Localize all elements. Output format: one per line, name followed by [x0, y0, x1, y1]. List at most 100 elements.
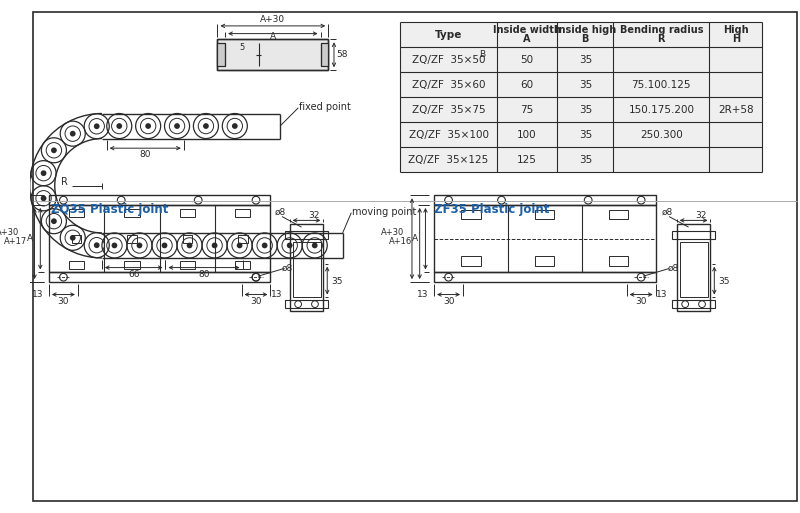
Bar — [434, 205, 655, 272]
Text: A: A — [270, 32, 276, 41]
Text: 75: 75 — [521, 105, 534, 115]
Bar — [49, 205, 270, 272]
Text: ZQ/ZF  35×60: ZQ/ZF 35×60 — [412, 80, 486, 90]
Text: 5: 5 — [239, 43, 245, 52]
Text: fixed point: fixed point — [299, 102, 351, 112]
Text: A+17: A+17 — [3, 237, 27, 246]
Circle shape — [51, 147, 57, 153]
Text: 13: 13 — [655, 290, 667, 299]
Text: 125: 125 — [517, 155, 537, 165]
Bar — [127, 235, 137, 243]
Text: 50: 50 — [521, 54, 534, 65]
Text: 250.300: 250.300 — [640, 130, 682, 140]
Bar — [321, 43, 328, 66]
Text: 30: 30 — [250, 297, 262, 306]
Bar — [180, 261, 195, 268]
Bar — [672, 231, 715, 239]
Text: ZQ/ZF  35×100: ZQ/ZF 35×100 — [409, 130, 489, 140]
Bar — [293, 242, 321, 298]
Text: A+30: A+30 — [260, 15, 286, 24]
Circle shape — [41, 195, 46, 201]
Text: 150.175.200: 150.175.200 — [628, 105, 694, 115]
Text: 58: 58 — [336, 50, 347, 60]
Bar — [321, 43, 328, 66]
Text: 35: 35 — [331, 277, 342, 286]
Circle shape — [212, 243, 218, 248]
Bar — [218, 40, 328, 70]
Bar — [182, 235, 192, 243]
Bar — [285, 300, 328, 308]
Bar — [235, 209, 250, 216]
Bar — [218, 40, 328, 70]
Bar — [462, 256, 481, 266]
Text: 80: 80 — [139, 150, 151, 160]
Text: 13: 13 — [417, 290, 428, 299]
Text: 13: 13 — [270, 290, 282, 299]
Text: 35: 35 — [578, 54, 592, 65]
Bar — [401, 22, 762, 172]
Text: 80: 80 — [198, 270, 210, 279]
Text: A+16: A+16 — [389, 237, 412, 246]
Text: 30: 30 — [443, 297, 454, 306]
Bar — [677, 224, 710, 311]
Text: 35: 35 — [578, 130, 592, 140]
Circle shape — [70, 235, 76, 241]
Circle shape — [94, 123, 100, 129]
Text: 75.100.125: 75.100.125 — [631, 80, 691, 90]
Text: Inside width: Inside width — [493, 25, 561, 35]
Text: 2R+58: 2R+58 — [718, 105, 754, 115]
Text: 100: 100 — [518, 130, 537, 140]
Text: ø8: ø8 — [274, 208, 286, 217]
Text: ZQ/ZF  35×125: ZQ/ZF 35×125 — [409, 155, 489, 165]
Bar — [462, 210, 481, 220]
Circle shape — [203, 123, 209, 129]
Text: Inside high: Inside high — [554, 25, 616, 35]
Bar — [235, 261, 250, 268]
Text: High: High — [723, 25, 749, 35]
Circle shape — [287, 243, 293, 248]
Text: B: B — [479, 50, 485, 60]
Text: 35: 35 — [718, 277, 730, 286]
Circle shape — [312, 243, 318, 248]
Circle shape — [262, 243, 267, 248]
Bar — [218, 43, 225, 66]
Circle shape — [237, 243, 242, 248]
Text: B: B — [582, 34, 589, 45]
Text: A: A — [26, 234, 33, 243]
Bar — [434, 272, 655, 282]
Text: ø8: ø8 — [282, 264, 294, 273]
Text: 30: 30 — [58, 297, 69, 306]
Bar — [290, 224, 323, 311]
Circle shape — [174, 123, 180, 129]
Circle shape — [70, 131, 76, 136]
Bar — [609, 210, 628, 220]
Text: 35: 35 — [578, 80, 592, 90]
Circle shape — [94, 242, 100, 248]
Text: Type: Type — [435, 30, 462, 40]
Bar — [285, 231, 328, 239]
Text: ø8: ø8 — [667, 264, 678, 273]
Text: 66: 66 — [128, 270, 139, 279]
Text: 32: 32 — [309, 211, 320, 220]
Circle shape — [162, 243, 167, 248]
Text: A+30: A+30 — [0, 228, 19, 238]
Text: A: A — [412, 234, 418, 243]
Bar — [434, 195, 655, 205]
Bar — [180, 209, 195, 216]
Text: 35: 35 — [578, 105, 592, 115]
Circle shape — [137, 243, 142, 248]
Text: A+30: A+30 — [381, 228, 404, 238]
Bar — [672, 300, 715, 308]
Text: 35: 35 — [578, 155, 592, 165]
Bar — [124, 209, 140, 216]
Bar — [535, 256, 554, 266]
Circle shape — [111, 243, 118, 248]
Bar — [69, 261, 84, 268]
Bar — [218, 43, 225, 66]
Bar — [124, 261, 140, 268]
Text: Bending radius: Bending radius — [619, 25, 703, 35]
Bar — [609, 256, 628, 266]
Text: 60: 60 — [521, 80, 534, 90]
Text: 32: 32 — [696, 211, 707, 220]
Text: H: H — [732, 34, 740, 45]
